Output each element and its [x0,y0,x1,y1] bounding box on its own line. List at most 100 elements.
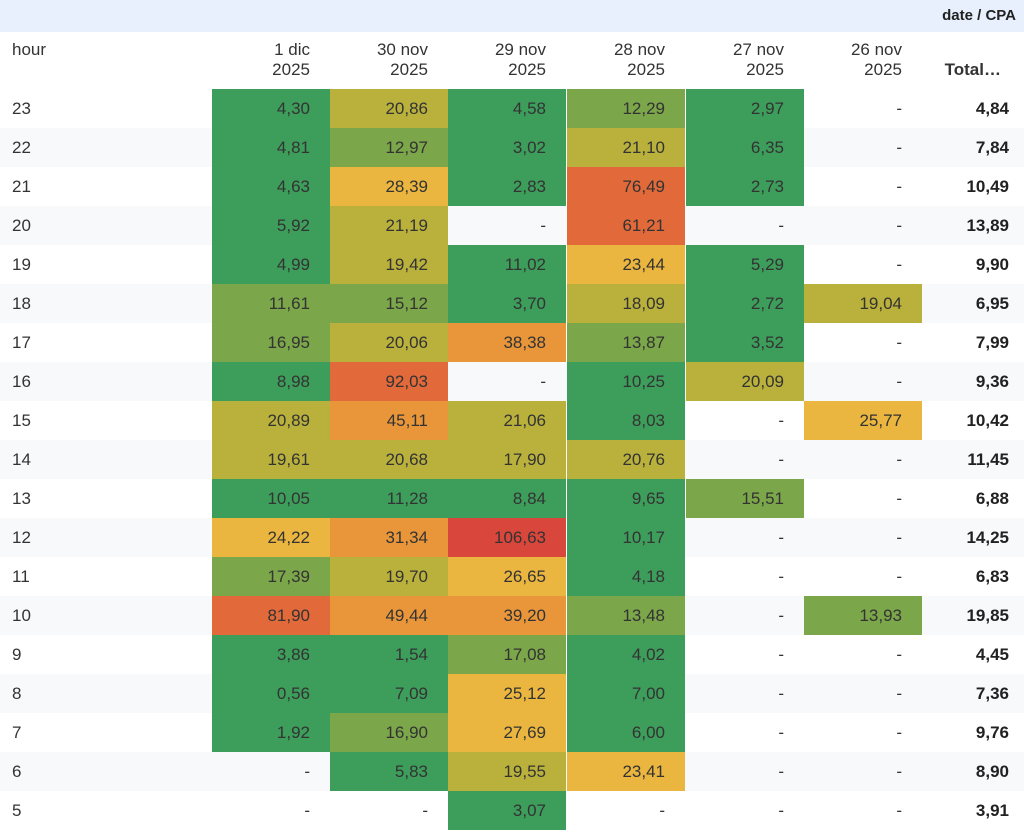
row-total: 9,76 [975,723,1009,742]
date-day-label: 26 nov [850,40,902,59]
heatmap-cell: 38,38 [448,323,566,362]
heatmap-cell: 17,39 [212,557,330,596]
hour-label: 17 [12,333,31,352]
heatmap-cell: 4,81 [212,128,330,167]
heatmap-cell: - [896,450,902,469]
heatmap-cell: 2,73 [686,167,804,206]
row-total: 13,89 [966,216,1009,235]
heatmap-cell: - [778,645,784,664]
heatmap-cell: 9,65 [567,479,685,518]
heatmap-cell: - [896,723,902,742]
heatmap-cell: 39,20 [448,596,566,635]
heatmap-cell: 21,19 [330,206,448,245]
total-column-header[interactable]: Total… [944,60,1001,79]
heatmap-cell: 11,61 [212,284,330,323]
date-year-label: 2025 [864,60,902,79]
heatmap-cell: 4,63 [212,167,330,206]
heatmap-cell: - [778,528,784,547]
heatmap-cell: 17,90 [448,440,566,479]
heatmap-cell: 23,41 [567,752,685,791]
date-column-header[interactable]: 30 nov 2025 [330,40,428,80]
heatmap-cell: 20,89 [212,401,330,440]
row-total: 6,83 [975,567,1009,586]
table-row: 22 4,81 12,97 3,02 21,10 6,35 - 7,84 [0,128,1024,167]
heatmap-cell: - [896,567,902,586]
heatmap-cell: 17,08 [448,635,566,674]
heatmap-cell: 25,77 [804,401,922,440]
heatmap-cell: - [896,372,902,391]
heatmap-cell: 76,49 [567,167,685,206]
table-row: 19 4,99 19,42 11,02 23,44 5,29 - 9,90 [0,245,1024,284]
heatmap-cell: 8,98 [212,362,330,401]
heatmap-cell: - [778,450,784,469]
table-row: 18 11,61 15,12 3,70 18,09 2,72 19,04 6,95 [0,284,1024,323]
hour-column-header[interactable]: hour [12,40,47,59]
row-total: 7,36 [975,684,1009,703]
heatmap-cell: 8,03 [567,401,685,440]
date-column-header[interactable]: 29 nov 2025 [448,40,546,80]
row-total: 4,45 [975,645,1009,664]
heatmap-cell: 45,11 [330,401,448,440]
heatmap-cell: 92,03 [330,362,448,401]
heatmap-cell: 25,12 [448,674,566,713]
row-total: 4,84 [975,99,1009,118]
heatmap-cell: 19,04 [804,284,922,323]
row-total: 9,90 [975,255,1009,274]
table-row: 15 20,89 45,11 21,06 8,03 - 25,77 10,42 [0,401,1024,440]
heatmap-cell: - [778,567,784,586]
date-column-header[interactable]: 27 nov 2025 [686,40,784,80]
heatmap-cell: 24,22 [212,518,330,557]
heatmap-cell: 15,12 [330,284,448,323]
heatmap-cell: 8,84 [448,479,566,518]
heatmap-cell: - [778,801,784,820]
heatmap-cell: 2,72 [686,284,804,323]
heatmap-cell: 6,35 [686,128,804,167]
heatmap-cell: 3,07 [448,791,566,830]
hour-label: 20 [12,216,31,235]
heatmap-cell: - [896,138,902,157]
row-total: 8,90 [975,762,1009,781]
heatmap-cell: 5,83 [330,752,448,791]
heatmap-cell: - [896,177,902,196]
date-column-header[interactable]: 1 dic 2025 [212,40,310,80]
heatmap-cell: - [896,216,902,235]
hour-label: 23 [12,99,31,118]
heatmap-cell: 13,93 [804,596,922,635]
table-row: 11 17,39 19,70 26,65 4,18 - - 6,83 [0,557,1024,596]
date-column-header[interactable]: 28 nov 2025 [567,40,665,80]
hour-label: 19 [12,255,31,274]
heatmap-cell: 10,05 [212,479,330,518]
column-header-row: hour Total… 1 dic 2025 30 nov 2025 29 nov 202… [0,32,1024,89]
row-total: 3,91 [975,801,1009,820]
row-total: 10,49 [966,177,1009,196]
heatmap-cell: 13,48 [567,596,685,635]
heatmap-cell: 11,02 [448,245,566,284]
heatmap-cell: 4,99 [212,245,330,284]
heatmap-cell: - [896,801,902,820]
heatmap-cell: 5,92 [212,206,330,245]
table-row: 16 8,98 92,03 - 10,25 20,09 - 9,36 [0,362,1024,401]
table-row: 10 81,90 49,44 39,20 13,48 - 13,93 19,85 [0,596,1024,635]
heatmap-cell: 20,68 [330,440,448,479]
table-row: 13 10,05 11,28 8,84 9,65 15,51 - 6,88 [0,479,1024,518]
hour-label: 12 [12,528,31,547]
row-total: 19,85 [966,606,1009,625]
heatmap-cell: 81,90 [212,596,330,635]
heatmap-cell: - [896,528,902,547]
heatmap-cell: - [304,801,310,820]
heatmap-cell: 0,56 [212,674,330,713]
date-day-label: 28 nov [613,40,665,59]
date-column-header[interactable]: 26 nov 2025 [804,40,902,80]
date-day-label: 1 dic [274,40,310,59]
heatmap-cell: 20,86 [330,89,448,128]
heatmap-cell: 20,06 [330,323,448,362]
hour-label: 10 [12,606,31,625]
heatmap-cell: 16,90 [330,713,448,752]
heatmap-cell: 15,51 [686,479,804,518]
heatmap-cell: - [896,333,902,352]
heatmap-cell: - [896,255,902,274]
row-total: 10,42 [966,411,1009,430]
heatmap-cell: 2,97 [686,89,804,128]
heatmap-cell: 19,61 [212,440,330,479]
heatmap-cell: 23,44 [567,245,685,284]
